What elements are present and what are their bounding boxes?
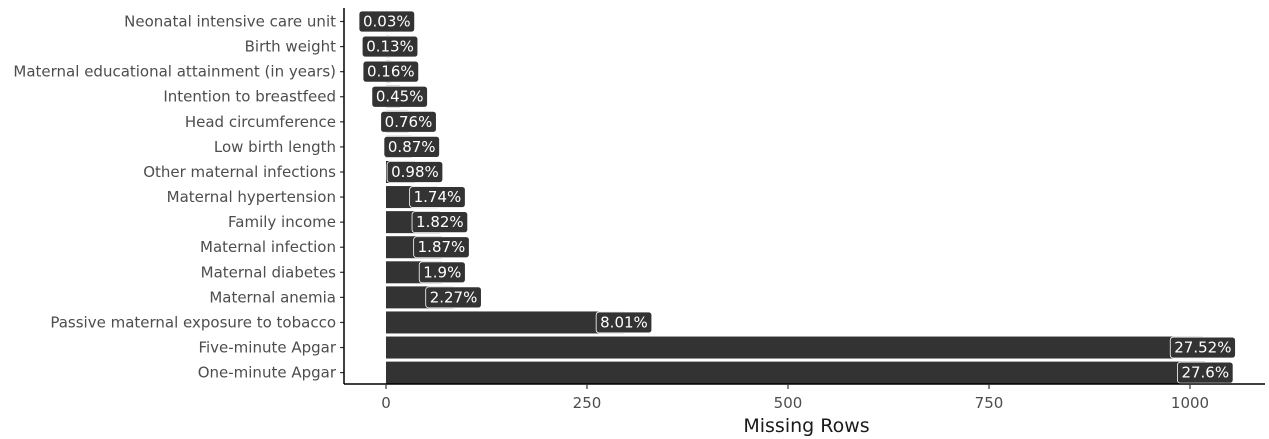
category-label: Maternal diabetes [201, 263, 337, 281]
data-label-box [358, 10, 416, 33]
category-label: Intention to breastfeed [163, 88, 336, 106]
data-label: 1.87% [413, 236, 470, 259]
x-tick-label: 250 [573, 394, 602, 412]
data-label-box [386, 161, 444, 183]
data-label: 0.87% [383, 135, 440, 158]
category-label: One-minute Apgar [198, 364, 337, 382]
data-label-box [371, 85, 428, 108]
data-label: 27.52% [1169, 336, 1236, 359]
category-label: Maternal infection [200, 238, 336, 256]
data-label-text: 1.87% [418, 238, 466, 256]
data-label-box [383, 135, 440, 158]
bar [386, 311, 624, 334]
data-label: 0.16% [362, 60, 420, 83]
data-label-text: 1.9% [423, 263, 461, 281]
bars-layer [386, 10, 1206, 384]
data-label-text: 8.01% [600, 313, 648, 331]
data-label-text: 0.45% [376, 88, 424, 106]
data-labels-layer: 0.03% 0.13% 0.16% 0.45% 0.76% 0.87% 0.98% 1.74%… [358, 10, 1236, 384]
data-label: 8.01% [595, 311, 653, 334]
data-label-box [361, 35, 419, 58]
axes-layer [343, 8, 1265, 385]
data-label: 2.27% [425, 286, 482, 309]
x-tick-layer: 0 250 500 750 1000 [381, 384, 1209, 412]
category-label: Maternal hypertension [167, 188, 336, 206]
data-label-box [1169, 336, 1236, 359]
bar [386, 361, 1206, 384]
bar [386, 336, 1203, 359]
x-axis-title: Missing Rows [743, 415, 869, 437]
data-label-text: 2.27% [430, 288, 478, 306]
category-label: Maternal educational attainment (in year… [13, 63, 336, 81]
category-label: Maternal anemia [209, 288, 336, 306]
data-label: 27.6% [1177, 361, 1234, 384]
data-label-box [409, 186, 466, 208]
data-label-box [413, 236, 470, 259]
data-label-text: 0.87% [388, 138, 436, 156]
x-tick-label: 500 [774, 394, 803, 412]
data-label-text: 27.6% [1181, 364, 1229, 382]
category-label: Family income [228, 213, 336, 231]
data-label: 0.98% [386, 161, 444, 183]
category-label: Low birth length [214, 138, 336, 156]
category-label: Head circumference [185, 113, 336, 131]
data-label: 1.9% [418, 261, 466, 284]
data-label-box [418, 261, 466, 284]
data-label-box [380, 110, 437, 133]
data-label-box [411, 211, 469, 234]
data-label: 0.03% [358, 10, 416, 33]
category-labels-layer: Neonatal intensive care unit Birth weight… [13, 13, 344, 382]
category-label: Five-minute Apgar [198, 339, 336, 357]
category-label: Other maternal infections [143, 163, 336, 181]
category-label: Birth weight [245, 38, 336, 56]
data-label-text: 0.03% [363, 13, 411, 31]
data-label-text: 0.98% [391, 163, 439, 181]
category-label: Neonatal intensive care unit [124, 13, 336, 31]
data-label: 0.76% [380, 110, 437, 133]
data-label: 1.82% [411, 211, 469, 234]
data-label-text: 0.16% [367, 63, 415, 81]
data-label-text: 1.82% [416, 213, 464, 231]
x-tick-label: 0 [381, 394, 391, 412]
data-label-box [595, 311, 653, 334]
data-label-text: 0.13% [366, 38, 414, 56]
category-label: Passive maternal exposure to tobacco [50, 313, 336, 331]
data-label: 0.13% [361, 35, 419, 58]
data-label-box [1177, 361, 1234, 384]
data-label-text: 0.76% [385, 113, 433, 131]
data-label-box [425, 286, 482, 309]
x-tick-label: 750 [975, 394, 1004, 412]
data-label: 1.74% [409, 186, 466, 208]
data-label: 0.45% [371, 85, 428, 108]
x-tick-label: 1000 [1171, 394, 1209, 412]
data-label-text: 1.74% [414, 188, 462, 206]
data-label-text: 27.52% [1174, 339, 1231, 357]
data-label-box [362, 60, 420, 83]
